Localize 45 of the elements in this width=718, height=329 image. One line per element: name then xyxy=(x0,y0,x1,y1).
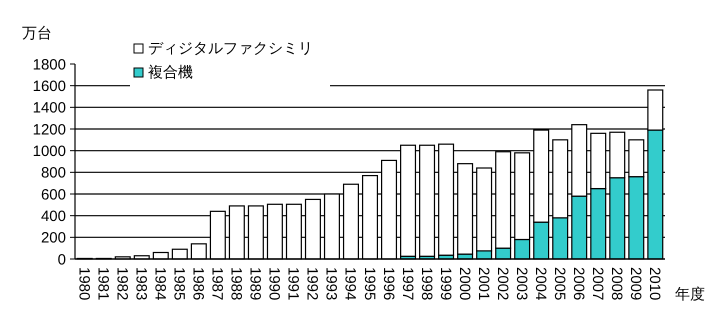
x-tick-label: 1999 xyxy=(436,267,454,300)
x-tick-label: 2002 xyxy=(494,267,511,300)
x-tick-label: 2001 xyxy=(474,267,492,300)
x-tick-label: 1995 xyxy=(360,267,378,300)
x-tick-label: 1994 xyxy=(342,267,359,300)
x-tick-label: 1984 xyxy=(152,267,169,300)
y-tick-label: 400 xyxy=(40,208,66,225)
x-tick-label: 2000 xyxy=(456,267,473,300)
y-tick-label: 800 xyxy=(40,164,66,182)
x-tick-label: 1980 xyxy=(75,267,92,300)
x-tick-label: 2005 xyxy=(550,267,568,300)
x-tick-label: 1998 xyxy=(418,267,435,300)
x-tick-label: 2004 xyxy=(532,267,549,300)
x-tick-label: 2006 xyxy=(570,267,587,300)
y-tick-label: 0 xyxy=(58,251,66,268)
x-tick-label: 1981 xyxy=(94,267,112,300)
x-tick-label: 1988 xyxy=(228,267,245,300)
x-tick-label: 2009 xyxy=(627,267,644,300)
x-tick-label: 1991 xyxy=(284,267,302,300)
y-tick-label: 1800 xyxy=(32,56,66,74)
y-tick-label: 1600 xyxy=(32,78,66,95)
legend-label: 複合機 xyxy=(148,64,193,81)
x-tick-label: 1986 xyxy=(190,267,207,300)
y-tick-label: 200 xyxy=(40,230,66,247)
y-tick-label: 1200 xyxy=(32,121,66,138)
x-axis-title: 年度 xyxy=(675,286,705,303)
x-tick-label: 1996 xyxy=(380,267,397,300)
x-tick-label: 1983 xyxy=(132,267,150,300)
x-tick-label: 2007 xyxy=(588,267,606,300)
x-tick-label: 1992 xyxy=(304,267,321,300)
y-axis-title: 万台 xyxy=(22,25,52,42)
y-tick-label: 1000 xyxy=(32,142,66,160)
x-tick-label: 2010 xyxy=(646,267,664,300)
y-tick-label: 600 xyxy=(40,186,66,204)
x-tick-label: 2008 xyxy=(608,267,626,300)
x-tick-label: 1990 xyxy=(266,267,283,300)
legend-label: ディジタルファクシミリ xyxy=(148,40,313,57)
x-tick-label: 1982 xyxy=(113,267,130,300)
x-tick-label: 1987 xyxy=(208,267,226,300)
x-tick-label: 1993 xyxy=(322,267,340,300)
y-tick-label: 1400 xyxy=(32,100,66,117)
x-tick-label: 1985 xyxy=(170,267,188,300)
x-tick-label: 1997 xyxy=(398,267,416,300)
x-tick-label: 2003 xyxy=(512,267,530,300)
x-tick-label: 1989 xyxy=(246,267,264,300)
